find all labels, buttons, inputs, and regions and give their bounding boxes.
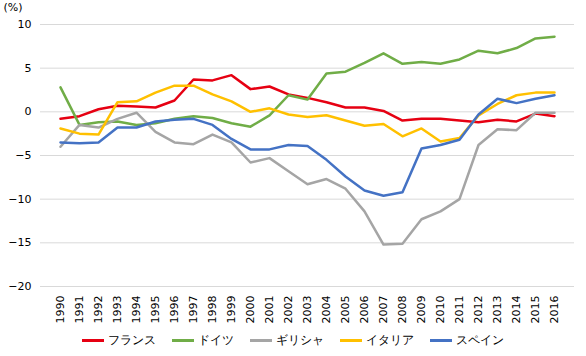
svg-text:2002: 2002 — [282, 296, 295, 324]
html-text:ドイツ: ドイツ — [198, 332, 234, 347]
html-text:イタリア: イタリア — [366, 332, 414, 347]
svg-text:−15: −15 — [8, 236, 31, 249]
svg-text:1999: 1999 — [225, 296, 238, 324]
svg-text:2014: 2014 — [510, 296, 523, 324]
svg-text:1997: 1997 — [187, 296, 200, 324]
svg-text:2016: 2016 — [548, 296, 561, 324]
svg-text:1994: 1994 — [130, 296, 143, 324]
svg-text:1992: 1992 — [92, 296, 105, 324]
svg-text:2011: 2011 — [453, 296, 466, 324]
svg-text:(%): (%) — [4, 1, 23, 14]
svg-text:1996: 1996 — [168, 296, 181, 324]
svg-text:2007: 2007 — [377, 296, 390, 324]
svg-text:2006: 2006 — [358, 296, 371, 324]
svg-text:5: 5 — [25, 62, 32, 75]
svg-text:2015: 2015 — [529, 296, 542, 324]
svg-text:2009: 2009 — [415, 296, 428, 324]
svg-text:2003: 2003 — [301, 296, 314, 324]
svg-text:1993: 1993 — [111, 296, 124, 324]
svg-text:−20: −20 — [8, 280, 31, 293]
svg-text:1995: 1995 — [149, 296, 162, 324]
html-text:フランス: フランス — [108, 332, 156, 347]
svg-text:1998: 1998 — [206, 296, 219, 324]
svg-text:−10: −10 — [8, 193, 31, 206]
svg-text:2004: 2004 — [320, 296, 333, 324]
svg-text:10: 10 — [18, 18, 32, 31]
svg-text:2010: 2010 — [434, 296, 447, 324]
svg-text:1991: 1991 — [73, 296, 86, 324]
svg-text:2013: 2013 — [491, 296, 504, 324]
svg-text:2000: 2000 — [244, 296, 257, 324]
html-text:スペイン: スペイン — [456, 332, 504, 347]
svg-text:1990: 1990 — [54, 296, 67, 324]
html-text:ギリシャ: ギリシャ — [276, 332, 324, 347]
svg-text:2001: 2001 — [263, 296, 276, 324]
svg-text:0: 0 — [25, 105, 32, 118]
svg-text:2012: 2012 — [472, 296, 485, 324]
svg-text:2005: 2005 — [339, 296, 352, 324]
svg-text:−5: −5 — [15, 149, 31, 162]
svg-text:2008: 2008 — [396, 296, 409, 324]
